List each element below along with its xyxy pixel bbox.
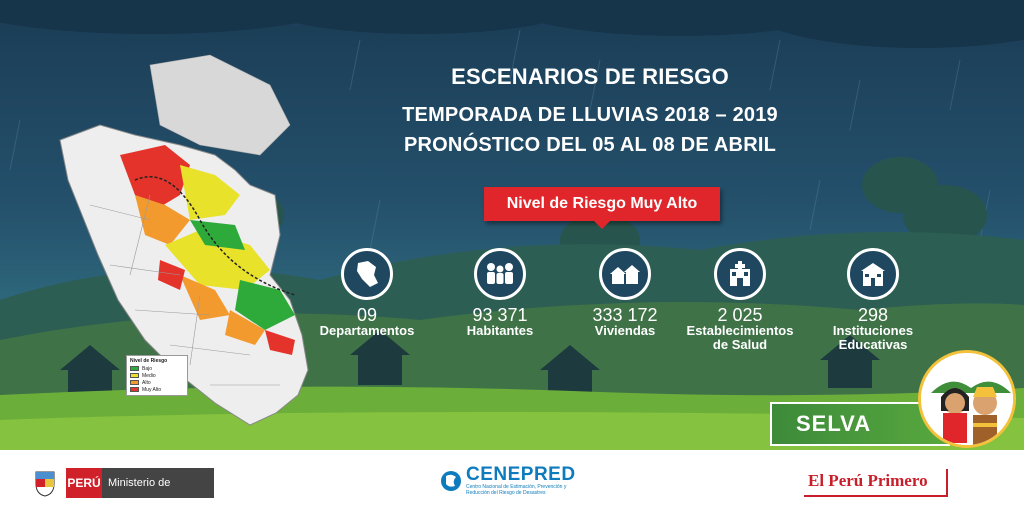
stat-label: Departamentos (319, 323, 415, 338)
background-scene: Nivel de Riesgo Bajo Medio Alto Muy Alto… (0, 0, 1024, 450)
houses-icon (599, 248, 651, 300)
stat-viviendas: 333 172 Viviendas (560, 248, 690, 338)
peru-risk-map: Nivel de Riesgo Bajo Medio Alto Muy Alto (40, 45, 340, 445)
stat-salud: 2 025 Establecimientos de Salud (675, 248, 805, 352)
cenepred-name: CENEPRED (466, 464, 576, 485)
legend-swatch (130, 387, 139, 392)
stat-departamentos: 09 Departamentos (302, 248, 432, 338)
stat-label: Habitantes (466, 323, 534, 338)
stat-number: 2 025 (717, 305, 763, 325)
stat-label: Viviendas (594, 323, 656, 338)
legend-label: Alto (142, 379, 151, 386)
legend-item: Muy Alto (130, 386, 184, 393)
title-main: ESCENARIOS DE RIESGO (451, 64, 729, 89)
risk-level-banner: Nivel de Riesgo Muy Alto (484, 187, 720, 229)
stat-number: 333 172 (592, 305, 658, 325)
globe-icon (441, 471, 461, 491)
legend-label: Bajo (142, 365, 153, 372)
el-peru-primero-logo: El Perú Primero (804, 469, 948, 497)
stat-label: Establecimientos (686, 323, 794, 338)
stat-number: 93 371 (472, 305, 528, 325)
legend-label: Muy Alto (142, 386, 162, 393)
hospital-icon (714, 248, 766, 300)
peru-map-icon (59, 54, 309, 426)
legend-item: Alto (130, 379, 184, 386)
ministry-label: Ministerio de Defensa (102, 468, 214, 512)
stat-label-2: de Salud (712, 337, 768, 352)
cenepred-logo: CENEPRED Centro Nacional de Estimación, … (440, 464, 586, 496)
legend-label: Medio (142, 372, 156, 379)
selva-people-illustration (918, 350, 1016, 448)
coat-of-arms-icon (35, 471, 55, 497)
stat-habitantes: 93 371 Habitantes (435, 248, 565, 338)
stat-label-2: Educativas (838, 337, 908, 352)
peru-map-icon (341, 248, 393, 300)
legend-item: Bajo (130, 365, 184, 372)
legend-title: Nivel de Riesgo (130, 358, 168, 364)
stat-number: 09 (356, 305, 378, 325)
legend-swatch (130, 366, 139, 371)
stat-educativas: 298 Instituciones Educativas (808, 248, 938, 352)
ministerio-defensa-logo: PERÚ Ministerio de Defensa (30, 468, 214, 512)
title-season: TEMPORADA DE LLUVIAS 2018 – 2019 (402, 104, 778, 126)
legend-swatch (130, 373, 139, 378)
school-icon (847, 248, 899, 300)
map-legend: Nivel de Riesgo Bajo Medio Alto Muy Alto (126, 355, 188, 396)
cenepred-subtitle: Centro Nacional de Estimación, Prevenció… (466, 484, 567, 496)
peru-label: PERÚ (66, 468, 102, 498)
legend-swatch (130, 380, 139, 385)
title-forecast: PRONÓSTICO DEL 05 AL 08 DE ABRIL (403, 134, 777, 156)
people-icon (474, 248, 526, 300)
stat-number: 298 (857, 305, 889, 325)
legend-item: Medio (130, 372, 184, 379)
stat-label: Instituciones (832, 323, 914, 338)
